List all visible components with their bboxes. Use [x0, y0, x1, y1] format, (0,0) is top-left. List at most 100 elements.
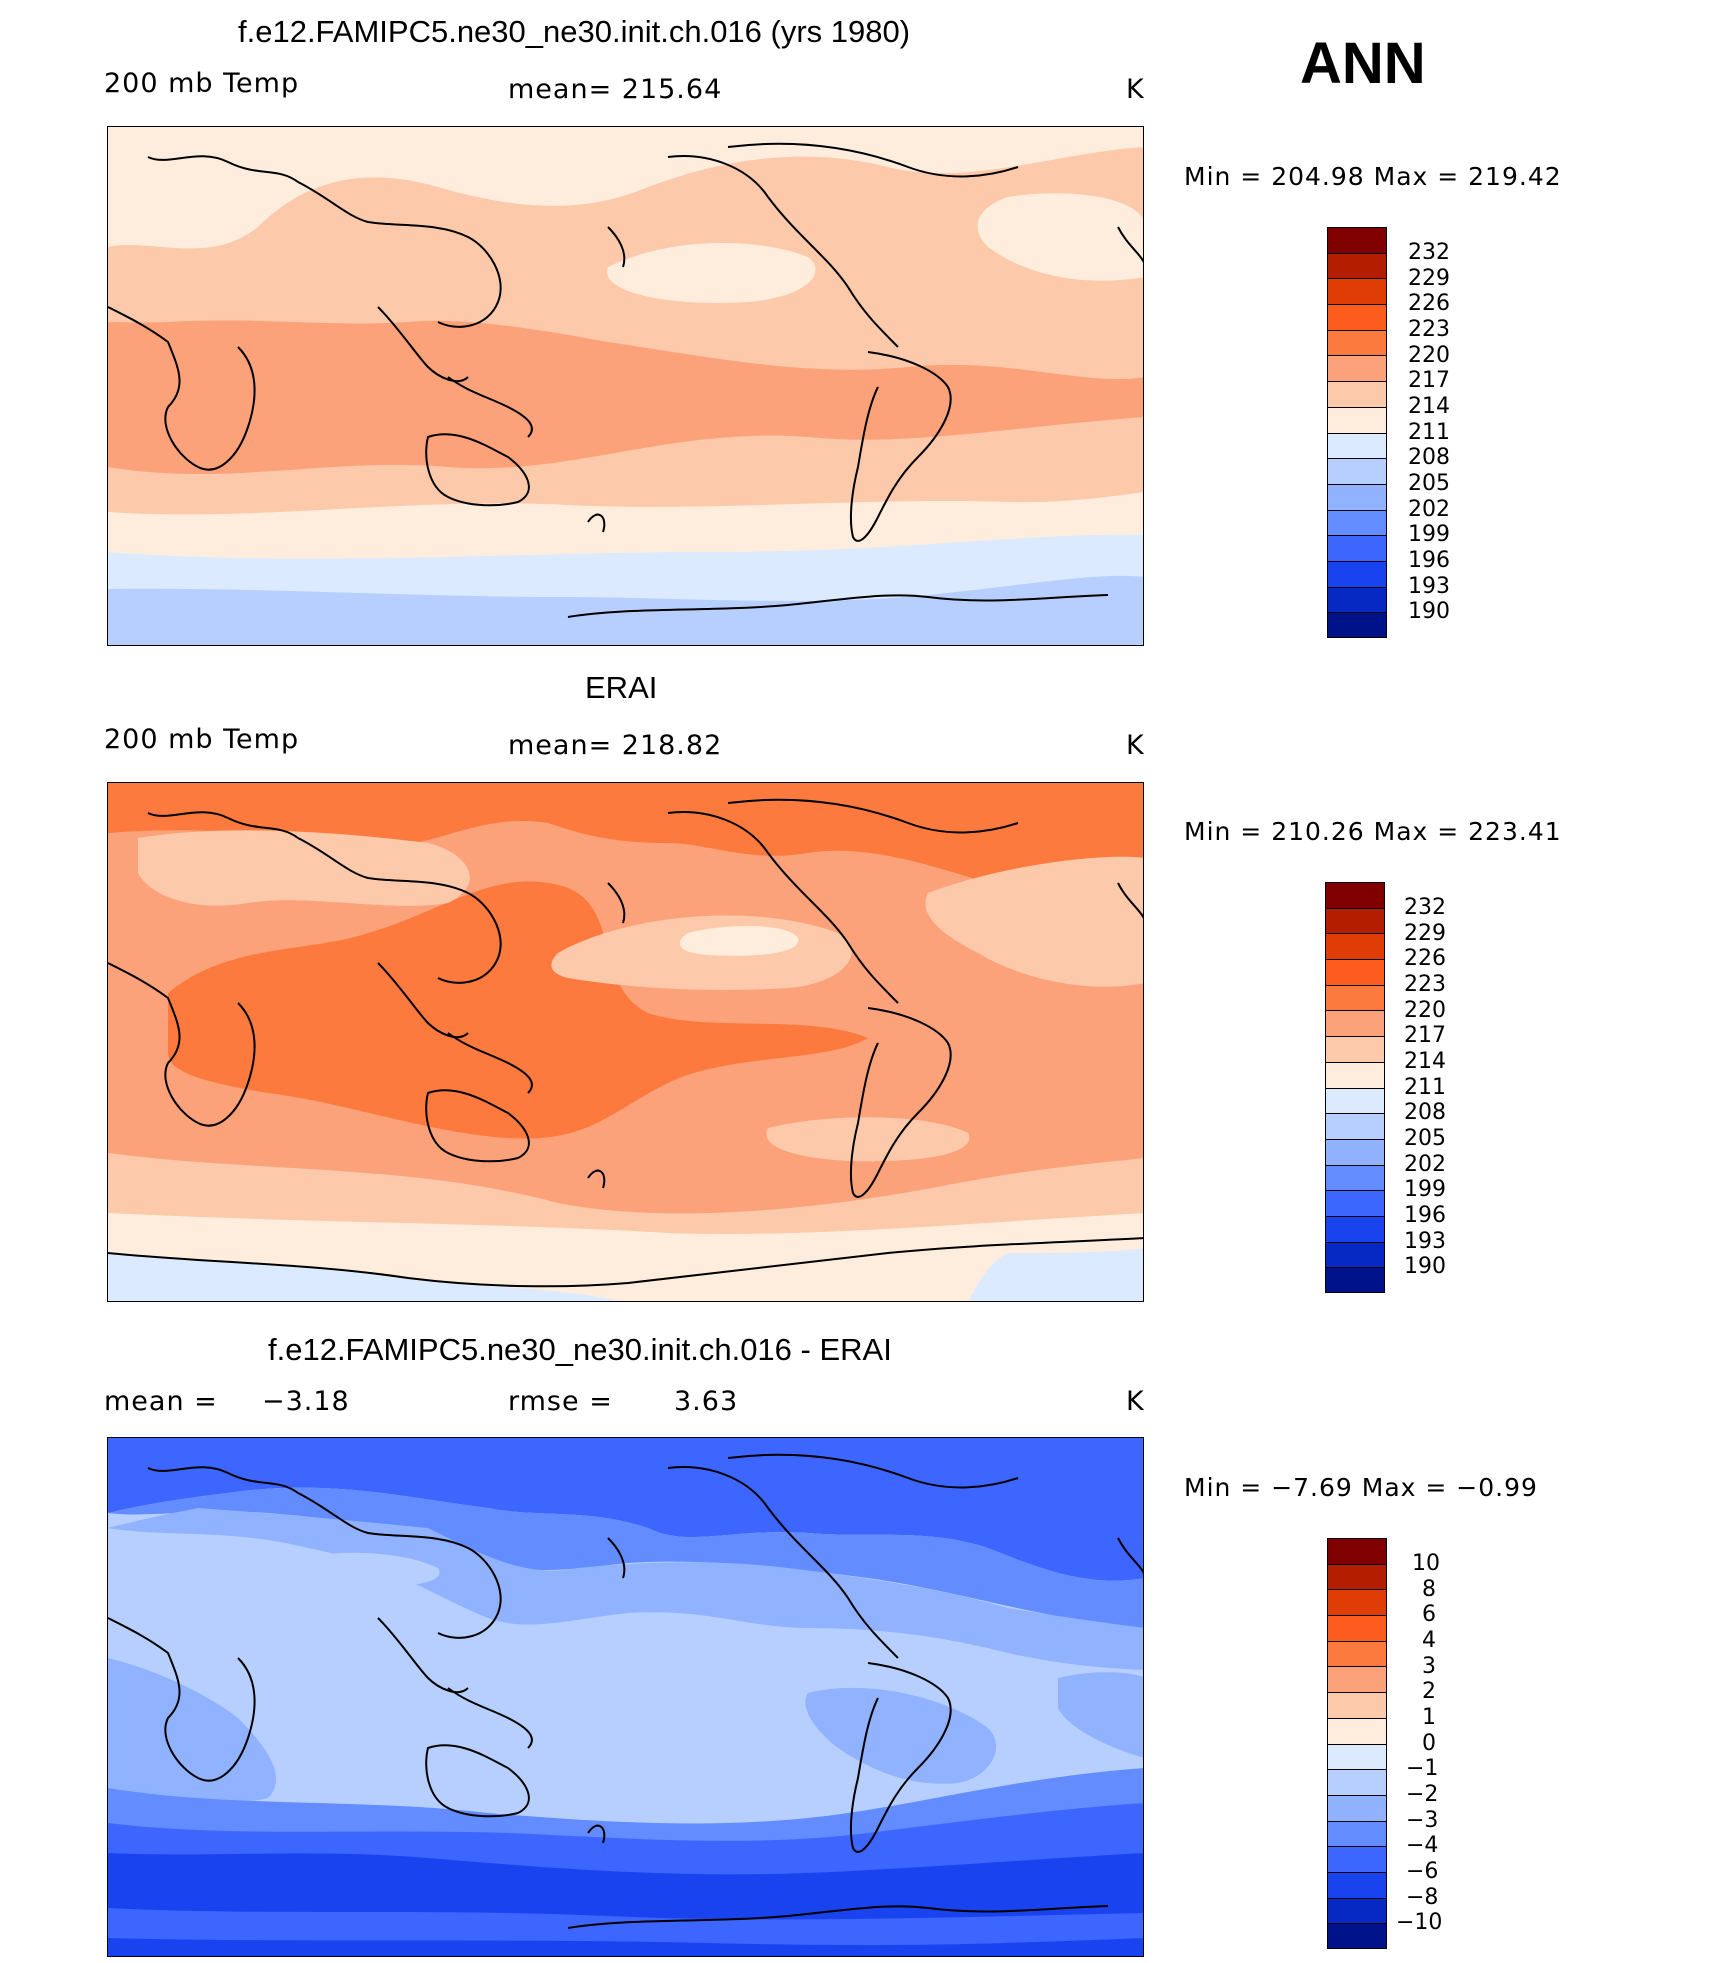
panel-2-colorbar-box — [1325, 959, 1385, 985]
panel-2-colorbar-tick: 190 — [1404, 1254, 1446, 1279]
panel-2-colorbar-box — [1325, 1138, 1385, 1165]
panel-1-colorbar-box — [1327, 329, 1387, 356]
panel-2-colorbar-box — [1325, 1113, 1385, 1139]
panel-2-variable-label: 200 mb Temp — [104, 724, 300, 755]
panel-1-colorbar-box — [1327, 586, 1387, 613]
panel-3-colorbar — [1327, 1538, 1387, 1949]
panel-3-title: f.e12.FAMIPC5.ne30_ne30.init.ch.016 - ER… — [268, 1332, 892, 1367]
panel-2-mean-label: mean= 218.82 — [508, 730, 723, 761]
panel-1-colorbar-tick: 226 — [1408, 291, 1450, 316]
panel-1-colorbar-box — [1327, 509, 1387, 536]
panel-1-colorbar-tick: 199 — [1408, 522, 1450, 547]
panel-2-colorbar-box — [1325, 1036, 1385, 1062]
panel-1-field-211-214-north — [108, 127, 1143, 249]
panel-1-colorbar-box — [1327, 612, 1387, 638]
panel-1-colorbar-box — [1327, 252, 1387, 279]
panel-1-colorbar-tick: 193 — [1408, 574, 1450, 599]
panel-1-colorbar-box — [1327, 381, 1387, 407]
panel-3-rmse-value: 3.63 — [674, 1386, 739, 1417]
panel-2-colorbar-tick: 193 — [1404, 1229, 1446, 1254]
panel-1-colorbar-tick: 229 — [1408, 266, 1450, 291]
panel-3-field-minus6-minus4-north — [108, 1438, 1143, 1581]
panel-2-title: ERAI — [585, 670, 658, 705]
panel-1-colorbar-tick: 214 — [1408, 394, 1450, 419]
panel-2-field-214-217-south-pacific — [766, 1117, 970, 1162]
panel-3-colorbar-tick: −4 — [1406, 1833, 1439, 1858]
panel-3-colorbar-box — [1327, 1820, 1387, 1847]
panel-3-field-minus3-minus2-band — [108, 1508, 1143, 1670]
panel-3-unit-label: K — [1126, 1386, 1145, 1417]
panel-1-colorbar-tick: 202 — [1408, 497, 1450, 522]
panel-3-colorbar-tick: 8 — [1422, 1577, 1436, 1602]
panel-3-field-minus3-minus2-south-america — [805, 1687, 997, 1784]
panel-3-colorbar-tick: −10 — [1396, 1910, 1443, 1935]
panel-1-colorbar-box — [1327, 406, 1387, 433]
panel-2-colorbar-box — [1325, 984, 1385, 1011]
panel-3-colorbar-box — [1327, 1769, 1387, 1795]
panel-3-colorbar-box — [1327, 1666, 1387, 1693]
panel-1-colorbar-tick: 211 — [1408, 420, 1450, 445]
panel-3-colorbar-box — [1327, 1717, 1387, 1744]
panel-2-colorbar-box — [1325, 882, 1385, 908]
panel-2-colorbar-tick: 220 — [1404, 998, 1446, 1023]
panel-1-colorbar-tick: 217 — [1408, 368, 1450, 393]
panel-2-colorbar-tick: 217 — [1404, 1023, 1446, 1048]
panel-3-colorbar-box — [1327, 1615, 1387, 1641]
panel-3-mean-label: mean = — [104, 1386, 218, 1417]
panel-2-field-220-223-north — [108, 783, 1143, 890]
panel-2-colorbar-box — [1325, 1164, 1385, 1191]
panel-2-colorbar-tick: 196 — [1404, 1203, 1446, 1228]
panel-3-colorbar-box — [1327, 1897, 1387, 1924]
panel-2-colorbar-box — [1325, 1087, 1385, 1114]
panel-2-unit-label: K — [1126, 730, 1145, 761]
panel-3-colorbar-box — [1327, 1846, 1387, 1872]
panel-1-colorbar-box — [1327, 458, 1387, 484]
panel-2-coastlines — [108, 798, 1143, 1288]
panel-3-colorbar-box — [1327, 1589, 1387, 1616]
panel-3-colorbar-box — [1327, 1692, 1387, 1718]
panel-2-field-214-217-north-asia — [138, 830, 470, 906]
panel-1-colorbar-box — [1327, 560, 1387, 587]
panel-3-colorbar-tick: −8 — [1406, 1885, 1439, 1910]
panel-1-colorbar — [1327, 227, 1387, 638]
panel-2-field-208-211 — [108, 1253, 620, 1301]
panel-2-colorbar-tick: 211 — [1404, 1075, 1446, 1100]
panel-1-colorbar-box — [1327, 278, 1387, 305]
panel-1-colorbar-box — [1327, 432, 1387, 459]
panel-3-colorbar-tick: 2 — [1422, 1679, 1436, 1704]
panel-1-colorbar-box — [1327, 304, 1387, 330]
panel-3-colorbar-box — [1327, 1538, 1387, 1564]
panel-3-colorbar-tick: −1 — [1406, 1756, 1439, 1781]
panel-1-field-214-217-north — [108, 127, 1143, 380]
panel-2-colorbar-box — [1325, 907, 1385, 934]
panel-1-colorbar-tick: 208 — [1408, 445, 1450, 470]
panel-2-colorbar-tick: 223 — [1404, 972, 1446, 997]
panel-2-field-208-211-east — [969, 1248, 1143, 1301]
panel-2-colorbar-box — [1325, 1241, 1385, 1268]
panel-1-colorbar-tick: 223 — [1408, 317, 1450, 342]
panel-1-colorbar-box — [1327, 355, 1387, 382]
panel-2-colorbar-tick: 205 — [1404, 1126, 1446, 1151]
panel-3-colorbar-box — [1327, 1871, 1387, 1898]
panel-1-colorbar-box — [1327, 483, 1387, 510]
panel-3-colorbar-tick: 3 — [1422, 1654, 1436, 1679]
panel-3-colorbar-tick: −2 — [1406, 1782, 1439, 1807]
panel-1-colorbar-box — [1327, 535, 1387, 561]
panel-1-colorbar-box — [1327, 227, 1387, 253]
panel-3-colorbar-box — [1327, 1794, 1387, 1821]
panel-2-colorbar-tick: 208 — [1404, 1100, 1446, 1125]
panel-1-title: f.e12.FAMIPC5.ne30_ne30.init.ch.016 (yrs… — [238, 14, 911, 49]
panel-3-coastlines — [108, 1453, 1143, 1929]
panel-2-colorbar-tick: 226 — [1404, 946, 1446, 971]
panel-1-colorbar-tick: 196 — [1408, 548, 1450, 573]
panel-3-field-minus8-minus6-antarctic — [108, 1938, 1143, 1956]
panel-1-field-211-214-pacific — [607, 243, 816, 303]
panel-3-colorbar-tick: −3 — [1406, 1808, 1439, 1833]
panel-2-colorbar-box — [1325, 933, 1385, 960]
panel-3-colorbar-tick: −6 — [1406, 1859, 1439, 1884]
panel-1-field-211-214-north-atlantic — [977, 193, 1143, 281]
panel-3-colorbar-tick: 4 — [1422, 1628, 1436, 1653]
panel-3-colorbar-tick: 6 — [1422, 1602, 1436, 1627]
panel-2-colorbar-tick: 232 — [1404, 895, 1446, 920]
panel-2-map — [107, 782, 1144, 1302]
